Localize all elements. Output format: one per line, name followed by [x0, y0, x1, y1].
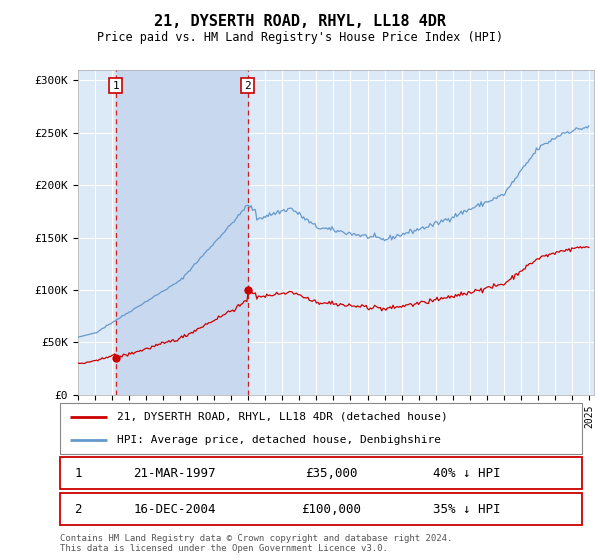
Text: HPI: Average price, detached house, Denbighshire: HPI: Average price, detached house, Denb… — [118, 435, 442, 445]
Text: 1: 1 — [74, 466, 82, 480]
Text: 16-DEC-2004: 16-DEC-2004 — [134, 502, 216, 516]
Text: £35,000: £35,000 — [305, 466, 358, 480]
Text: 40% ↓ HPI: 40% ↓ HPI — [433, 466, 501, 480]
Text: 2: 2 — [74, 502, 82, 516]
Text: £100,000: £100,000 — [301, 502, 361, 516]
Text: 35% ↓ HPI: 35% ↓ HPI — [433, 502, 501, 516]
Text: 2: 2 — [244, 81, 251, 91]
Text: Contains HM Land Registry data © Crown copyright and database right 2024.
This d: Contains HM Land Registry data © Crown c… — [60, 534, 452, 553]
Text: 1: 1 — [112, 81, 119, 91]
Text: 21, DYSERTH ROAD, RHYL, LL18 4DR: 21, DYSERTH ROAD, RHYL, LL18 4DR — [154, 14, 446, 29]
Text: 21-MAR-1997: 21-MAR-1997 — [134, 466, 216, 480]
Text: 21, DYSERTH ROAD, RHYL, LL18 4DR (detached house): 21, DYSERTH ROAD, RHYL, LL18 4DR (detach… — [118, 412, 448, 422]
Text: Price paid vs. HM Land Registry's House Price Index (HPI): Price paid vs. HM Land Registry's House … — [97, 31, 503, 44]
Bar — [116, 70, 248, 395]
